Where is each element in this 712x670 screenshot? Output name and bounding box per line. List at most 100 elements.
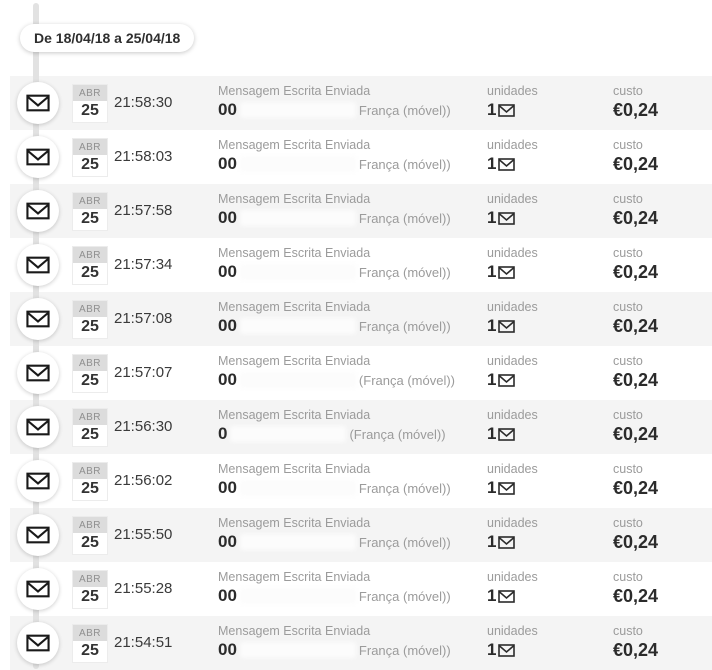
- envelope-icon: [17, 82, 59, 124]
- event-time: 21:57:08: [114, 310, 173, 327]
- destination: França (móvel)): [358, 156, 451, 172]
- units-value: 1: [487, 586, 538, 606]
- event-row[interactable]: ABR 25 21:57:34 Mensagem Escrita Enviada…: [10, 238, 712, 292]
- event-row[interactable]: ABR 25 21:57:08 Mensagem Escrita Enviada…: [10, 292, 712, 346]
- redaction-blur: [239, 372, 356, 388]
- destination: França (móvel)): [358, 534, 451, 550]
- cost-column: custo €0,24: [613, 192, 658, 229]
- event-row[interactable]: ABR 25 21:54:51 Mensagem Escrita Enviada…: [10, 616, 712, 670]
- number-line: 00 França (móvel)): [218, 586, 451, 606]
- number-line: 00 França (móvel)): [218, 262, 451, 282]
- units-column: unidades 1: [487, 84, 538, 120]
- event-row[interactable]: ABR 25 21:56:30 Mensagem Escrita Enviada…: [10, 400, 712, 454]
- units-envelope-icon: [498, 373, 516, 387]
- event-row[interactable]: ABR 25 21:58:30 Mensagem Escrita Enviada…: [10, 76, 712, 130]
- units-envelope-icon: [498, 535, 516, 549]
- cost-value: €0,24: [613, 100, 659, 120]
- redaction-blur: [239, 534, 356, 550]
- event-time: 21:58:03: [114, 148, 173, 165]
- cost-label: custo: [613, 516, 643, 530]
- units-value: 1: [487, 208, 538, 228]
- cost-label: custo: [613, 354, 643, 368]
- event-row[interactable]: ABR 25 21:57:07 Mensagem Escrita Enviada…: [10, 346, 712, 400]
- event-time: 21:54:51: [114, 634, 173, 651]
- badge-day: 25: [73, 425, 107, 446]
- event-row[interactable]: ABR 25 21:58:03 Mensagem Escrita Enviada…: [10, 130, 712, 184]
- cost-value: €0,24: [613, 424, 659, 444]
- units-envelope-icon: [498, 157, 516, 171]
- badge-month: ABR: [73, 193, 107, 209]
- event-description: Mensagem Escrita Enviada 00 França (móve…: [218, 624, 451, 660]
- units-column: unidades 1: [487, 354, 538, 390]
- phone-number-prefix: 00: [218, 262, 237, 281]
- units-value: 1: [487, 424, 538, 444]
- event-description: Mensagem Escrita Enviada 00 França (móve…: [218, 516, 451, 552]
- event-title: Mensagem Escrita Enviada: [218, 192, 371, 206]
- cost-column: custo €0,24: [613, 84, 658, 121]
- cost-label: custo: [613, 192, 643, 206]
- cost-value: €0,24: [613, 370, 659, 390]
- event-description: Mensagem Escrita Enviada 00 França (móve…: [218, 462, 451, 498]
- date-badge: ABR 25: [73, 139, 107, 176]
- badge-day: 25: [73, 155, 107, 176]
- event-row[interactable]: ABR 25 21:57:58 Mensagem Escrita Enviada…: [10, 184, 712, 238]
- event-row[interactable]: ABR 25 21:55:28 Mensagem Escrita Enviada…: [10, 562, 712, 616]
- event-row[interactable]: ABR 25 21:56:02 Mensagem Escrita Enviada…: [10, 454, 712, 508]
- number-line: 00 França (móvel)): [218, 640, 451, 660]
- units-envelope-icon: [498, 589, 516, 603]
- units-envelope-icon: [498, 481, 516, 495]
- event-time: 21:57:58: [114, 202, 173, 219]
- units-envelope-icon: [498, 319, 516, 333]
- units-column: unidades 1: [487, 192, 538, 228]
- event-time: 21:57:07: [114, 364, 173, 381]
- destination: (França (móvel)): [349, 426, 446, 442]
- date-badge: ABR 25: [73, 463, 107, 500]
- date-badge: ABR 25: [73, 355, 107, 392]
- units-count: 1: [487, 262, 497, 281]
- number-line: 00 França (móvel)): [218, 208, 451, 228]
- envelope-icon: [17, 244, 59, 286]
- units-column: unidades 1: [487, 624, 538, 660]
- redaction-blur: [239, 318, 356, 334]
- event-list: ABR 25 21:58:30 Mensagem Escrita Enviada…: [10, 76, 712, 670]
- event-description: Mensagem Escrita Enviada 00 França (móve…: [218, 300, 451, 336]
- cost-label: custo: [613, 570, 643, 584]
- units-envelope-icon: [498, 103, 516, 117]
- destination: (França (móvel)): [358, 372, 455, 388]
- destination: França (móvel)): [358, 642, 451, 658]
- destination: França (móvel)): [358, 588, 451, 604]
- cost-column: custo €0,24: [613, 462, 658, 499]
- cost-value: €0,24: [613, 208, 659, 228]
- units-label: unidades: [487, 246, 538, 260]
- envelope-icon: [17, 514, 59, 556]
- redaction-blur: [239, 210, 356, 226]
- units-value: 1: [487, 100, 538, 120]
- event-title: Mensagem Escrita Enviada: [218, 138, 371, 152]
- date-range-pill[interactable]: De 18/04/18 a 25/04/18: [20, 24, 195, 52]
- destination: França (móvel)): [358, 102, 451, 118]
- redaction-blur: [230, 426, 347, 442]
- units-count: 1: [487, 208, 497, 227]
- event-time: 21:55:28: [114, 580, 173, 597]
- units-label: unidades: [487, 192, 538, 206]
- event-time: 21:56:02: [114, 472, 173, 489]
- number-line: 00 França (móvel)): [218, 100, 451, 120]
- number-line: 00 França (móvel)): [218, 532, 451, 552]
- cost-column: custo €0,24: [613, 516, 658, 553]
- phone-number-prefix: 00: [218, 586, 237, 605]
- envelope-icon: [17, 460, 59, 502]
- badge-month: ABR: [73, 247, 107, 263]
- cost-label: custo: [613, 408, 643, 422]
- badge-day: 25: [73, 371, 107, 392]
- event-row[interactable]: ABR 25 21:55:50 Mensagem Escrita Enviada…: [10, 508, 712, 562]
- cost-label: custo: [613, 84, 643, 98]
- date-badge: ABR 25: [73, 517, 107, 554]
- cost-label: custo: [613, 138, 643, 152]
- date-badge: ABR 25: [73, 625, 107, 662]
- cost-value: €0,24: [613, 532, 659, 552]
- number-line: 00 França (móvel)): [218, 316, 451, 336]
- phone-number-prefix: 00: [218, 154, 237, 173]
- redaction-blur: [239, 588, 356, 604]
- units-count: 1: [487, 478, 497, 497]
- date-badge: ABR 25: [73, 247, 107, 284]
